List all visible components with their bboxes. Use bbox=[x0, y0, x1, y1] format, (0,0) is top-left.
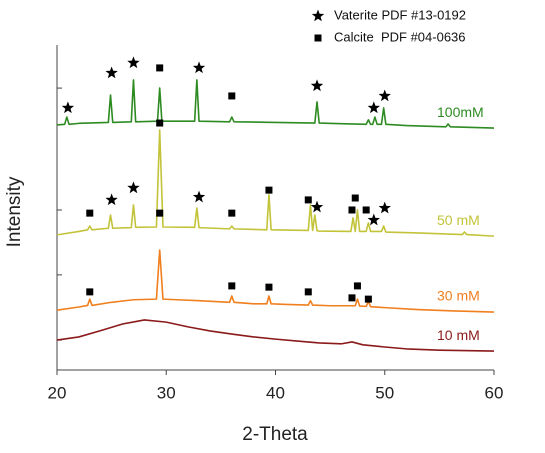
series-line bbox=[56, 79, 495, 129]
legend-symbol bbox=[314, 34, 322, 42]
phase-marker bbox=[156, 64, 164, 72]
phase-marker bbox=[378, 201, 391, 214]
phase-marker bbox=[192, 190, 206, 203]
phase-marker bbox=[86, 209, 94, 217]
phase-marker bbox=[348, 206, 356, 214]
series-label: 100mM bbox=[437, 104, 484, 120]
phase-marker bbox=[192, 61, 206, 74]
x-tick-label: 30 bbox=[157, 383, 176, 402]
x-tick-label: 40 bbox=[266, 383, 285, 402]
series-label: 10 mM bbox=[437, 327, 480, 343]
phase-marker bbox=[310, 200, 324, 213]
phase-marker bbox=[156, 209, 164, 217]
phase-marker bbox=[127, 56, 140, 69]
phase-marker bbox=[86, 288, 94, 296]
legend-label: Vaterite PDF #13-0192 bbox=[334, 7, 466, 22]
phase-marker bbox=[61, 101, 75, 114]
phase-marker bbox=[105, 193, 118, 206]
series-label: 50 mM bbox=[437, 212, 480, 228]
phase-marker bbox=[310, 79, 324, 92]
phase-marker bbox=[353, 282, 361, 290]
x-axis-label: 2-Theta bbox=[242, 424, 308, 445]
phase-marker bbox=[304, 288, 312, 296]
x-tick-label: 50 bbox=[375, 383, 394, 402]
x-tick-label: 20 bbox=[48, 383, 67, 402]
phase-marker bbox=[127, 181, 140, 194]
phase-marker bbox=[367, 101, 381, 114]
series-line bbox=[56, 319, 495, 352]
phase-marker bbox=[156, 119, 164, 127]
phase-marker bbox=[304, 196, 312, 204]
series-line bbox=[56, 129, 495, 237]
y-axis-label: Intensity bbox=[4, 176, 25, 247]
x-tick-label: 60 bbox=[485, 383, 504, 402]
phase-marker bbox=[367, 213, 381, 226]
phase-marker bbox=[364, 295, 372, 303]
phase-marker bbox=[378, 89, 391, 102]
legend-label: Calcite PDF #04-0636 bbox=[334, 29, 466, 44]
phase-marker bbox=[265, 283, 273, 291]
phase-marker bbox=[228, 92, 236, 100]
phase-marker bbox=[228, 209, 236, 217]
phase-marker bbox=[265, 186, 273, 194]
legend-symbol bbox=[311, 9, 325, 22]
phase-marker bbox=[351, 194, 359, 202]
series-line bbox=[56, 249, 495, 313]
phase-marker bbox=[105, 66, 118, 79]
series-label: 30 mM bbox=[437, 288, 480, 304]
phase-marker bbox=[362, 206, 370, 214]
phase-marker bbox=[348, 294, 356, 302]
phase-marker bbox=[228, 282, 236, 290]
